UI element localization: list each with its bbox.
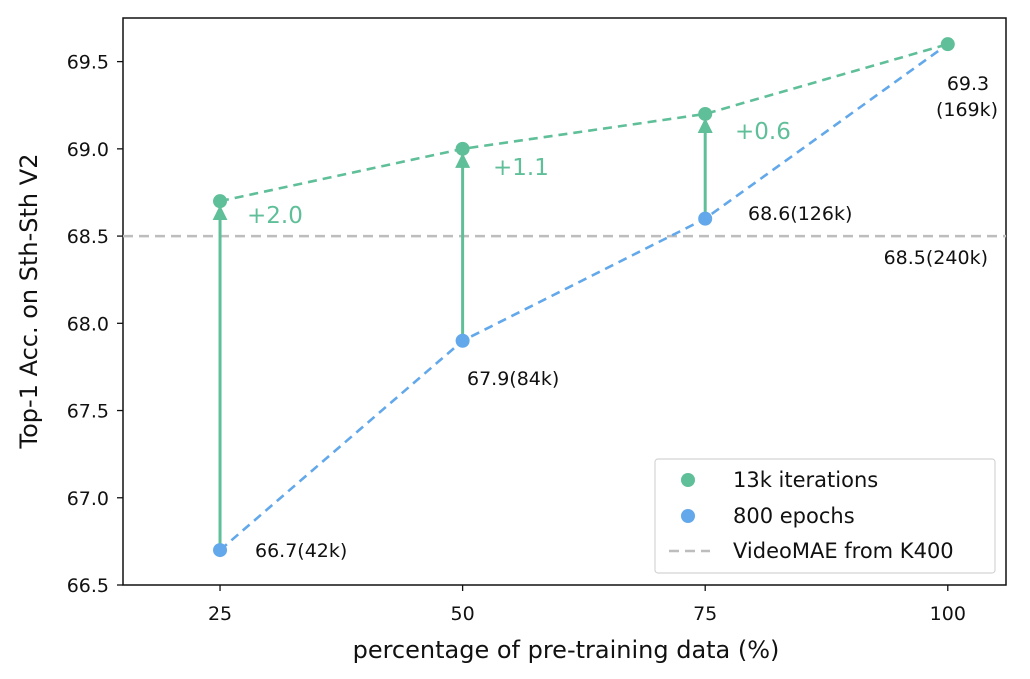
gain-arrows: [212, 117, 713, 551]
legend-marker-800-epochs: [681, 509, 695, 523]
legend-box: [654, 458, 996, 574]
x-tick-label: 75: [693, 603, 717, 625]
legend-label-13k-iterations: 13k iterations: [733, 468, 878, 492]
y-tick-label: 69.0: [67, 139, 109, 161]
y-tick-label: 66.5: [67, 575, 109, 597]
point-13k-iterations-75: [698, 106, 713, 121]
x-tick-label: 50: [451, 603, 475, 625]
y-tick-label: 67.5: [67, 401, 109, 423]
annotation-baseline: 68.5(240k): [884, 247, 988, 269]
gain-label-75: +0.6: [735, 119, 791, 145]
point-13k-iterations-25: [213, 194, 228, 209]
annotation-100-line1: 69.3: [947, 73, 989, 95]
legend-marker-13k-iterations: [681, 473, 695, 487]
x-axis-title: percentage of pre-training data (%): [353, 636, 780, 664]
x-tick-label: 100: [930, 603, 966, 625]
y-tick-label: 67.0: [67, 488, 109, 510]
series-markers-800-epochs: [213, 211, 713, 558]
annotation-50: 67.9(84k): [467, 368, 559, 390]
point-800-epochs-75: [698, 211, 713, 226]
y-tick-label: 68.0: [67, 313, 109, 335]
point-800-epochs-25: [213, 543, 228, 558]
annotation-25: 66.7(42k): [255, 540, 347, 562]
x-tick-label: 25: [208, 603, 232, 625]
gain-label-50: +1.1: [493, 155, 549, 181]
y-axis-title: Top-1 Acc. on Sth-Sth V2: [15, 154, 43, 450]
annotation-75: 68.6(126k): [748, 203, 852, 225]
legend-label-800-epochs: 800 epochs: [733, 504, 855, 528]
point-13k-iterations-100: [940, 37, 955, 52]
legend: 13k iterations 800 epochs VideoMAE from …: [654, 458, 996, 574]
series-markers-13k-iterations: [213, 37, 955, 209]
series-line-13k-iterations: [219, 42, 949, 203]
annotation-100-line2: (169k): [936, 99, 998, 121]
y-tick-label: 68.5: [67, 226, 109, 248]
y-tick-label: 69.5: [67, 52, 109, 74]
legend-label-videomae: VideoMAE from K400: [733, 539, 954, 563]
y-axis-ticks: 66.5 67.0 67.5 68.0 68.5 69.0 69.5: [67, 52, 123, 597]
series-line-800-epochs: [219, 43, 949, 552]
plot-frame: [122, 17, 1007, 586]
x-axis-ticks: 25 50 75 100: [208, 585, 966, 625]
point-800-epochs-50: [455, 333, 470, 348]
point-13k-iterations-50: [455, 141, 470, 156]
gain-label-25: +2.0: [247, 203, 303, 229]
